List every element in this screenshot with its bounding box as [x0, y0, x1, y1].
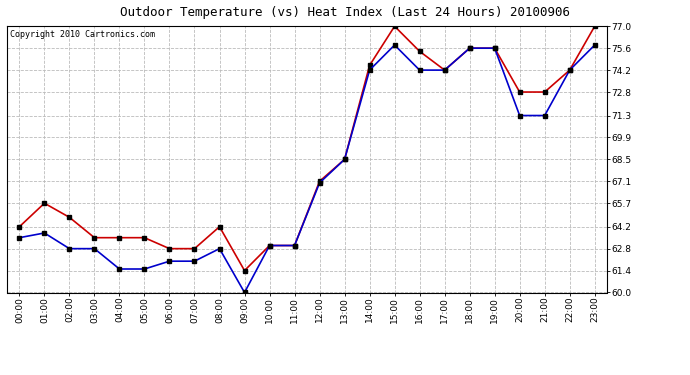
Text: Copyright 2010 Cartronics.com: Copyright 2010 Cartronics.com — [10, 30, 155, 39]
Text: Outdoor Temperature (vs) Heat Index (Last 24 Hours) 20100906: Outdoor Temperature (vs) Heat Index (Las… — [120, 6, 570, 19]
